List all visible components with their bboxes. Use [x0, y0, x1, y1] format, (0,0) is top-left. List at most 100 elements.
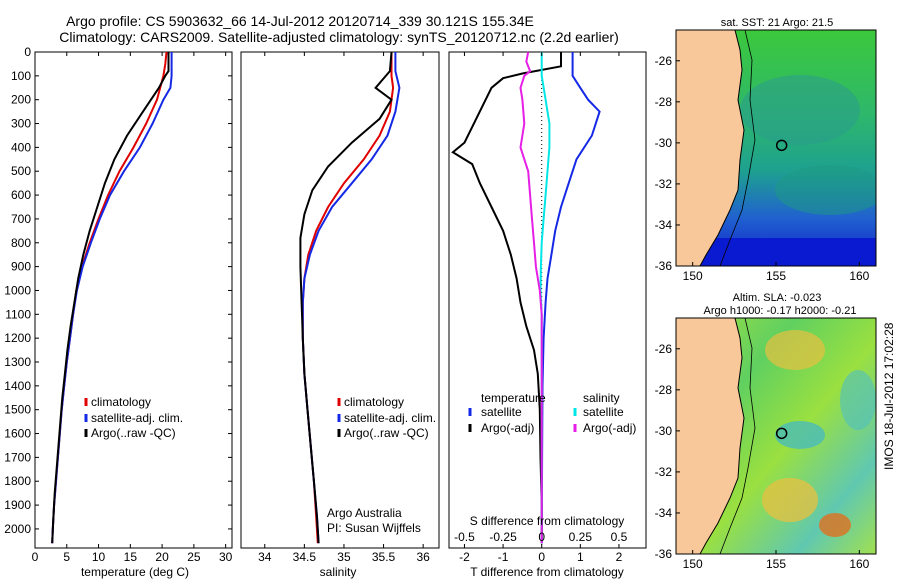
s-diff-tick-label: -0.5 — [454, 530, 475, 544]
series-line-t-satellite — [540, 52, 601, 544]
depth-tick-label: 1100 — [5, 307, 31, 321]
sla-coastline — [699, 318, 745, 554]
map-x-tick-label: 150 — [683, 269, 703, 283]
depth-tick-label: 300 — [11, 117, 31, 131]
depth-tick-label: 100 — [11, 69, 31, 83]
sla-land — [676, 318, 744, 554]
sla-map-title: Altim. SLA: -0.023 — [733, 292, 822, 304]
difference-xlabel: T difference from climatology — [470, 565, 624, 579]
s-diff-tick-label: -0.25 — [489, 530, 517, 544]
series-line-argo-raw-qc- — [51, 52, 170, 544]
map-y-tick-label: -32 — [655, 465, 673, 479]
x-tick-label: -2 — [459, 550, 470, 564]
map-x-tick-label: 150 — [683, 557, 703, 571]
sla-map-panel: Altim. SLA: -0.023 Argo h1000: -0.17 h20… — [655, 292, 877, 571]
x-tick-label: 0 — [32, 550, 39, 564]
series-line-argo-raw-qc- — [299, 51, 393, 544]
figure-title-line2: Climatology: CARS2009. Satellite-adjuste… — [59, 29, 619, 45]
salinity-legend-argo: Argo(..raw -QC) — [344, 426, 429, 440]
temperature-plot-frame — [34, 51, 233, 549]
x-tick-label: 25 — [187, 550, 201, 564]
sla-isobath — [719, 318, 756, 554]
x-tick-label: 1 — [577, 550, 584, 564]
difference-legend-t-satellite: satellite — [481, 405, 522, 419]
map-x-tick-label: 155 — [766, 269, 786, 283]
sla-low-patch — [840, 370, 876, 430]
difference-legend-temperature-title: temperature — [481, 391, 546, 405]
sla-high-patch — [762, 478, 818, 522]
sla-low-patch — [775, 421, 825, 449]
depth-tick-label: 1500 — [4, 403, 31, 417]
x-tick-label: 34 — [258, 550, 272, 564]
difference-legend-salinity-title: salinity — [583, 391, 620, 405]
x-tick-label: 15 — [124, 550, 138, 564]
depth-tick-label: 500 — [11, 164, 31, 178]
map-y-tick-label: -28 — [655, 95, 673, 109]
map-y-tick-label: -32 — [655, 177, 673, 191]
map-y-tick-label: -34 — [655, 218, 673, 232]
map-x-tick-label: 160 — [849, 269, 869, 283]
difference-legend-s-argo: Argo(-adj) — [583, 421, 636, 435]
temperature-xlabel: temperature (deg C) — [81, 565, 189, 579]
difference-legend: temperature salinity satellite Argo(-adj… — [468, 391, 636, 435]
x-tick-label: 10 — [92, 550, 106, 564]
depth-tick-label: 1700 — [4, 450, 31, 464]
series-line-t-argo-adj- — [451, 52, 562, 544]
salinity-annotation-line2: PI: Susan Wijffels — [327, 521, 421, 535]
difference-legend-t-argo: Argo(-adj) — [481, 421, 534, 435]
temperature-panel: 0 5 10 15 20 25 30 010020030040050060070080090… — [4, 45, 646, 579]
difference-xlabel-top: S difference from climatology — [470, 514, 625, 528]
series-line-s-argo-adj- — [519, 51, 543, 544]
salinity-xlabel: salinity — [320, 565, 357, 579]
sst-map-title: sat. SST: 21 Argo: 21.5 — [721, 17, 834, 29]
figure-title-line1: Argo profile: CS 5903632_66 14-Jul-2012 … — [66, 13, 534, 29]
map-y-tick-label: -26 — [655, 342, 673, 356]
sla-high-patch — [819, 513, 851, 537]
s-diff-tick-label: 0.25 — [569, 530, 593, 544]
temperature-legend: climatology satellite-adj. clim. Argo(..… — [84, 395, 183, 440]
depth-tick-label: 700 — [11, 212, 31, 226]
temperature-legend-climatology: climatology — [91, 395, 151, 409]
depth-tick-label: 1000 — [4, 283, 31, 297]
sla-high-patch — [765, 330, 825, 370]
s-diff-tick-label: 0 — [538, 530, 545, 544]
salinity-legend-satellite: satellite-adj. clim. — [344, 411, 436, 425]
depth-tick-label: 600 — [11, 188, 31, 202]
depth-tick-label: 900 — [11, 260, 31, 274]
sst-cool-patch — [775, 165, 876, 215]
x-tick-label: 35 — [337, 550, 351, 564]
map-y-tick-label: -28 — [655, 383, 673, 397]
salinity-panel: 34 34.5 35 35.5 36 salinity climatology sate… — [240, 51, 440, 579]
sst-map-panel: sat. SST: 21 Argo: 21.5 150 155 160 -26 -28… — [655, 17, 877, 283]
map-y-tick-label: -26 — [655, 54, 673, 68]
x-tick-label: 20 — [155, 550, 169, 564]
sst-cool-patch — [740, 75, 860, 145]
sla-map-subtitle: Argo h1000: -0.17 h2000: -0.21 — [704, 305, 857, 317]
map-y-tick-label: -30 — [655, 424, 673, 438]
map-x-tick-label: 155 — [766, 557, 786, 571]
salinity-legend-climatology: climatology — [344, 395, 404, 409]
depth-tick-label: 1400 — [4, 379, 31, 393]
depth-tick-label: 0 — [24, 45, 31, 59]
map-y-tick-label: -30 — [655, 136, 673, 150]
difference-panel: -2 -1 0 1 2 -0.5 -0.25 0 0.25 0.5 T difference f… — [448, 51, 647, 579]
depth-tick-label: 1300 — [4, 355, 31, 369]
depth-tick-label: 1800 — [4, 474, 31, 488]
sst-isobath — [719, 30, 756, 266]
depth-tick-label: 1900 — [4, 498, 31, 512]
x-tick-label: 35.5 — [372, 550, 396, 564]
depth-tick-label: 800 — [11, 236, 31, 250]
salinity-plot-frame — [240, 51, 440, 549]
sst-coastline — [699, 30, 745, 266]
map-x-tick-label: 160 — [849, 557, 869, 571]
imos-timestamp: IMOS 18-Jul-2012 17:02:28 — [882, 322, 896, 470]
sst-land — [676, 30, 744, 266]
depth-tick-label: 1600 — [4, 427, 31, 441]
x-tick-label: 0 — [538, 550, 545, 564]
x-tick-label: 2 — [616, 550, 623, 564]
salinity-annotation-line1: Argo Australia — [327, 506, 402, 520]
x-tick-label: 34.5 — [293, 550, 317, 564]
difference-plot-frame — [448, 51, 647, 549]
x-tick-label: 5 — [63, 550, 70, 564]
